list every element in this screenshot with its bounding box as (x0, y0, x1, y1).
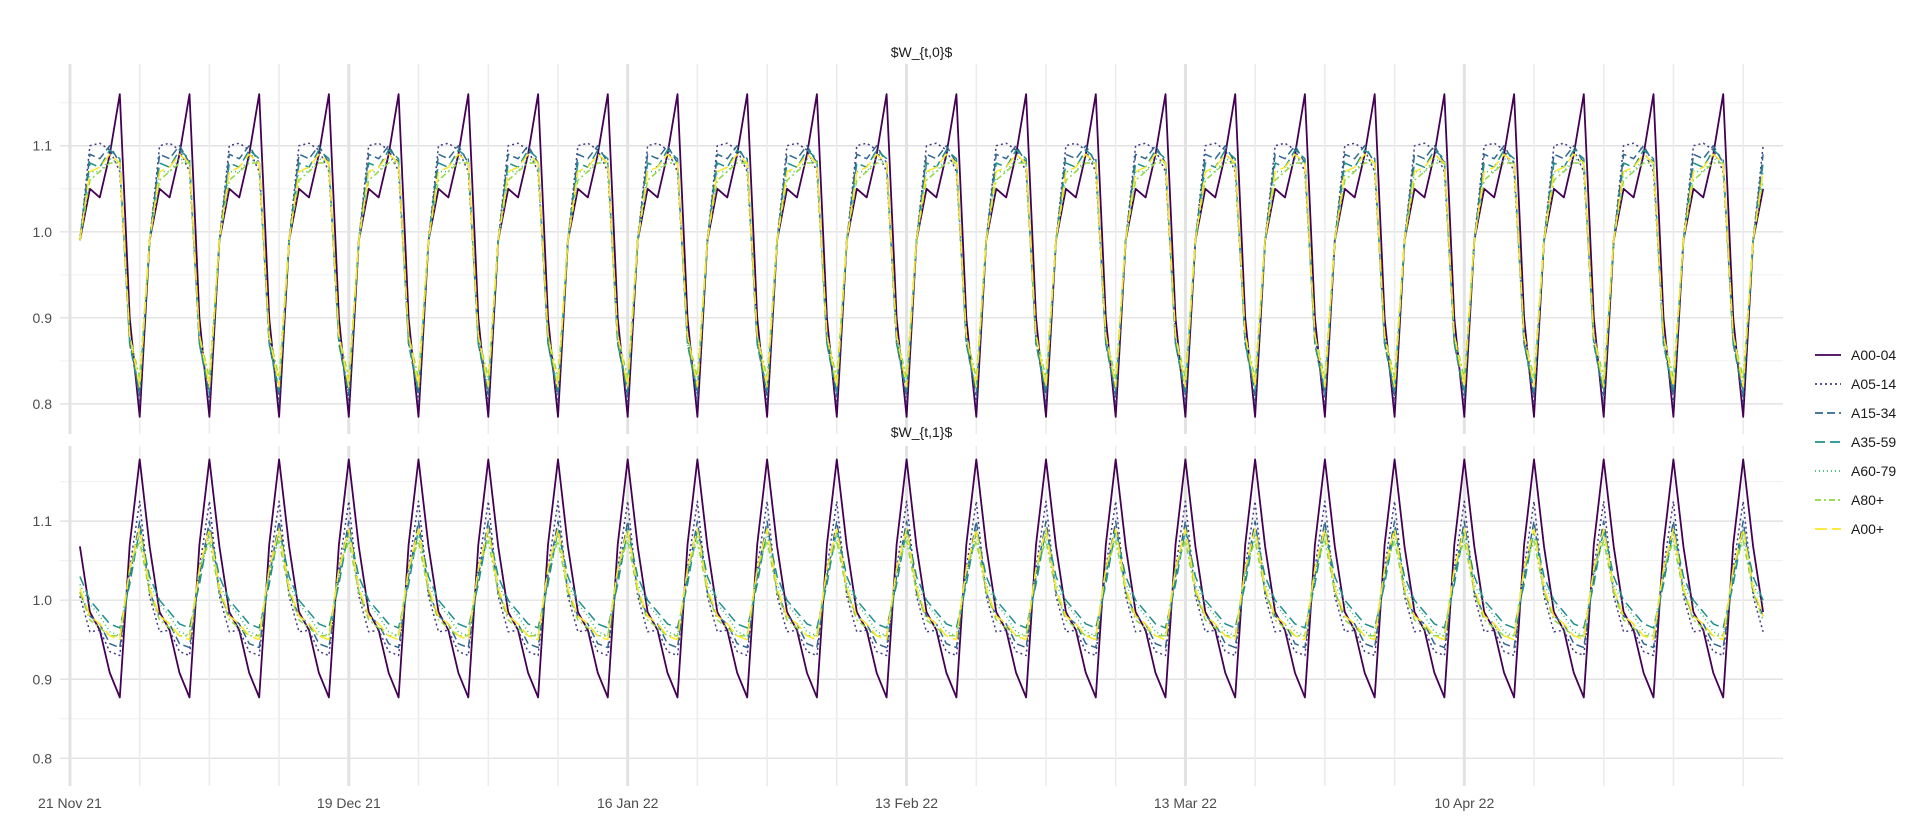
series-line-a80- (79, 162, 1764, 379)
legend-label: A00-04 (1851, 347, 1896, 363)
series-line-a35-59 (79, 528, 1764, 629)
x-tick-label: 16 Jan 22 (597, 795, 659, 811)
y-tick-label: 0.8 (33, 750, 53, 766)
series-line-a80- (79, 540, 1764, 637)
legend: A00-04 A05-14 A15-34 A35-59 A60-79 A80+ A00+ (1815, 347, 1896, 537)
x-tick-label: 19 Dec 21 (317, 795, 381, 811)
x-tick-label: 13 Feb 22 (875, 795, 938, 811)
legend-label: A15-34 (1851, 405, 1896, 421)
y-tick-label: 0.9 (33, 310, 53, 326)
y-tick-label: 1.1 (33, 138, 53, 154)
series-line-a00- (79, 528, 1764, 641)
legend-label: A80+ (1851, 492, 1884, 508)
legend-item: A00-04 (1815, 347, 1896, 363)
y-tick-label: 1.1 (33, 513, 53, 529)
y-tick-label: 1.0 (33, 224, 53, 240)
x-tick-label: 13 Mar 22 (1154, 795, 1217, 811)
legend-item: A60-79 (1815, 463, 1896, 479)
series-line-a05-14 (79, 500, 1764, 657)
series-line-a00-04 (79, 93, 1764, 418)
x-tick-label: 21 Nov 21 (38, 795, 102, 811)
series-line-a60-79 (79, 532, 1764, 637)
series-line-a00-04 (79, 458, 1764, 699)
legend-label: A60-79 (1851, 463, 1896, 479)
legend-item: A05-14 (1815, 376, 1896, 392)
legend-label: A35-59 (1851, 434, 1896, 450)
panel-title: $W_{t,0}$ (891, 44, 953, 60)
legend-item: A35-59 (1815, 434, 1896, 450)
panel-1: $W_{t,1}$ 0.8 0.9 1.0 1.1 (33, 424, 1783, 786)
legend-item: A15-34 (1815, 405, 1896, 421)
legend-item: A80+ (1815, 492, 1884, 508)
legend-label: A05-14 (1851, 376, 1896, 392)
panel-title: $W_{t,1}$ (891, 424, 953, 440)
y-tick-label: 0.8 (33, 396, 53, 412)
x-tick-label: 10 Apr 22 (1434, 795, 1494, 811)
panel-0: $W_{t,0}$ 0.8 0.9 1.0 1.1 (33, 44, 1783, 434)
legend-label: A00+ (1851, 521, 1884, 537)
y-tick-label: 0.9 (33, 671, 53, 687)
legend-item: A00+ (1815, 521, 1884, 537)
panels: $W_{t,0}$ 0.8 0.9 1.0 1.1 $W_{t,1}$ 0.8 0.9 1.0 1… (33, 44, 1783, 811)
y-tick-label: 1.0 (33, 592, 53, 608)
